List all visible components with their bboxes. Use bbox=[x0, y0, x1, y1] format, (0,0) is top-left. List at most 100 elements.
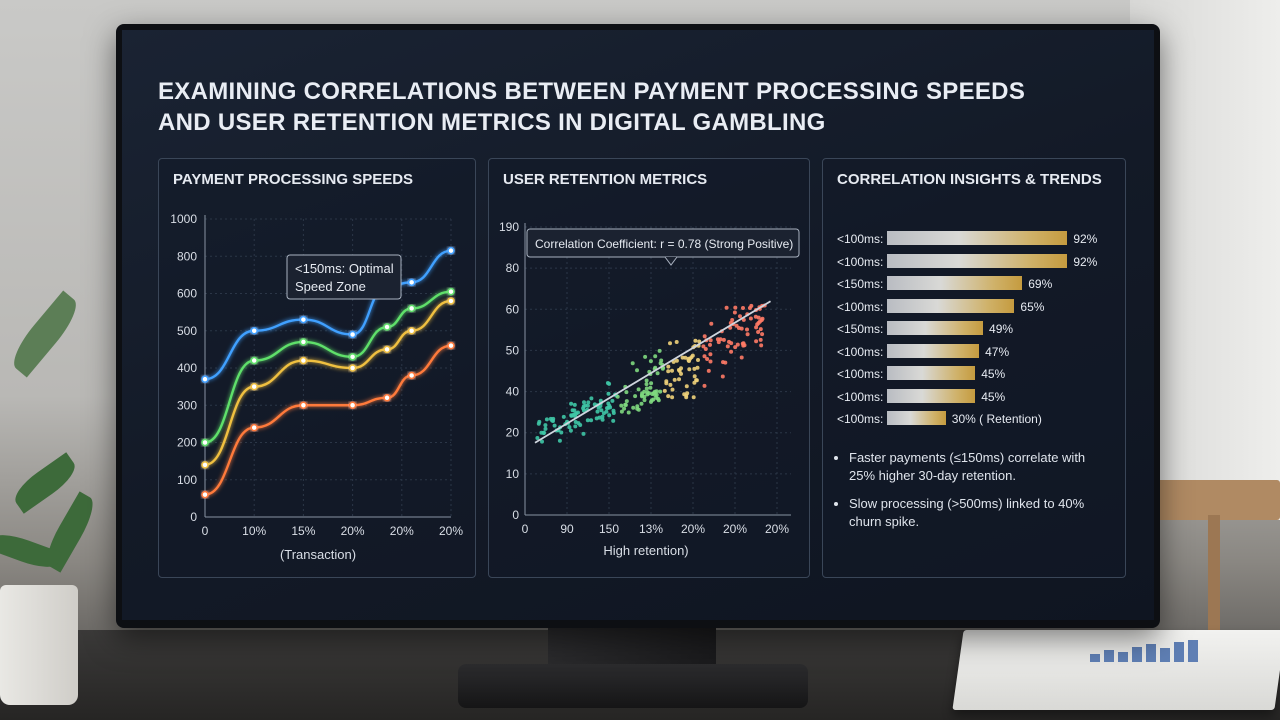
y-tick-label: 20 bbox=[506, 426, 520, 440]
scatter-point bbox=[679, 371, 683, 376]
scatter-point bbox=[741, 306, 745, 310]
scatter-point bbox=[709, 321, 714, 326]
y-tick-label: 600 bbox=[177, 287, 197, 301]
scatter-point bbox=[611, 418, 616, 423]
scatter-point bbox=[653, 354, 658, 359]
scatter-point bbox=[670, 395, 675, 400]
scatter-point bbox=[656, 398, 661, 403]
scatter-point bbox=[589, 418, 594, 423]
scatter-point bbox=[572, 402, 577, 407]
scatter-point bbox=[703, 347, 708, 351]
bar-fill bbox=[887, 298, 1015, 313]
scatter-point bbox=[725, 344, 730, 349]
x-tick-label: 20% bbox=[765, 522, 789, 536]
annotation-text-line-2: Speed Zone bbox=[295, 279, 366, 294]
y-tick-label: 0 bbox=[512, 508, 519, 522]
scatter-point bbox=[702, 383, 707, 388]
scatter-point bbox=[635, 368, 639, 373]
scatter-point bbox=[666, 364, 671, 369]
plant-leaf bbox=[5, 290, 85, 378]
plant-pot bbox=[0, 585, 78, 705]
scatter-point bbox=[649, 399, 653, 404]
series-point-2 bbox=[447, 297, 455, 305]
series-point-0 bbox=[348, 330, 357, 339]
scatter-point bbox=[600, 414, 605, 419]
scatter-point bbox=[572, 408, 577, 413]
scatter-point bbox=[735, 342, 740, 347]
x-tick-label: 20% bbox=[439, 524, 463, 538]
plant-leaf bbox=[8, 452, 82, 514]
y-tick-label: 50 bbox=[506, 343, 520, 357]
scatter-point bbox=[626, 410, 631, 415]
scatter-point bbox=[747, 306, 752, 310]
scatter-point bbox=[729, 349, 734, 354]
scatter-point bbox=[733, 345, 738, 350]
scatter-point bbox=[643, 354, 648, 359]
series-point-2 bbox=[407, 327, 416, 335]
scatter-point bbox=[654, 389, 659, 394]
scatter-point bbox=[567, 425, 572, 430]
series-point-2 bbox=[250, 382, 258, 391]
y-tick-label: 80 bbox=[506, 261, 520, 275]
insight-item: Faster payments (≤150ms) correlate with … bbox=[849, 449, 1107, 485]
scatter-point bbox=[648, 385, 653, 390]
scatter-point bbox=[708, 359, 713, 364]
annotation-optimal-speed: <150ms: Optimal Speed Zone bbox=[286, 254, 402, 300]
scatter-point bbox=[674, 358, 679, 363]
scatter-point bbox=[595, 409, 600, 414]
scatter-point bbox=[684, 384, 689, 389]
annotation-text: Correlation Coefficient: r = 0.78 (Stron… bbox=[535, 237, 793, 251]
x-axis-label: (Transaction) bbox=[280, 547, 356, 562]
scatter-point bbox=[721, 337, 726, 342]
series-point-3 bbox=[348, 401, 357, 409]
bar-fill bbox=[887, 411, 946, 425]
scatter-point bbox=[599, 408, 604, 413]
scatter-point bbox=[760, 316, 765, 321]
bar-fill bbox=[887, 276, 1023, 290]
series-point-0 bbox=[299, 315, 308, 324]
series-point-1 bbox=[250, 356, 258, 365]
series-point-3 bbox=[447, 341, 455, 350]
scatter-point bbox=[576, 410, 580, 415]
page-title: EXAMINING CORRELATIONS BETWEEN PAYMENT P… bbox=[158, 76, 1058, 138]
scatter-point bbox=[569, 401, 574, 406]
scatter-point bbox=[724, 305, 729, 310]
scatter-point bbox=[606, 405, 611, 410]
scatter-point bbox=[692, 374, 697, 379]
series-point-1 bbox=[299, 338, 308, 346]
scatter-point bbox=[708, 342, 712, 347]
bar-row: <150ms: 69% bbox=[833, 274, 1123, 297]
bar-value-label: 49% bbox=[989, 322, 1014, 336]
document-chart-graphic bbox=[1090, 640, 1198, 662]
scatter-point bbox=[582, 400, 586, 405]
scatter-point bbox=[581, 431, 586, 436]
bar-category-label: <100ms: bbox=[837, 232, 884, 246]
scatter-point bbox=[670, 387, 675, 392]
y-tick-label: 1000 bbox=[170, 212, 197, 226]
title-line-1: EXAMINING CORRELATIONS BETWEEN PAYMENT P… bbox=[158, 78, 1026, 105]
bar-fill bbox=[887, 321, 984, 335]
bar-value-label: 92% bbox=[1073, 254, 1098, 269]
scatter-point bbox=[639, 393, 644, 398]
series-point-3 bbox=[407, 371, 416, 380]
scatter-point bbox=[745, 332, 750, 337]
scatter-point bbox=[666, 394, 671, 399]
scatter-point bbox=[702, 354, 707, 359]
scatter-point bbox=[701, 344, 706, 349]
scatter-point bbox=[607, 413, 612, 418]
scatter-point bbox=[702, 334, 707, 339]
scatter-point bbox=[607, 381, 612, 386]
scatter-point bbox=[589, 396, 594, 401]
scatter-point bbox=[733, 305, 738, 310]
scatter-point bbox=[708, 352, 713, 357]
bar-row: <100ms: 92% bbox=[833, 229, 1123, 252]
y-tick-label: 10 bbox=[506, 467, 520, 481]
scatter-point bbox=[606, 391, 611, 396]
scatter-point bbox=[758, 337, 763, 342]
scatter-point bbox=[734, 323, 739, 328]
scatter-point bbox=[633, 394, 638, 399]
panel-payment-speeds: PAYMENT PROCESSING SPEEDS 0 100 200 300 400 5… bbox=[158, 158, 476, 578]
scatter-point bbox=[644, 378, 649, 383]
bar-value-label: 69% bbox=[1028, 277, 1053, 291]
scatter-point bbox=[666, 369, 671, 374]
